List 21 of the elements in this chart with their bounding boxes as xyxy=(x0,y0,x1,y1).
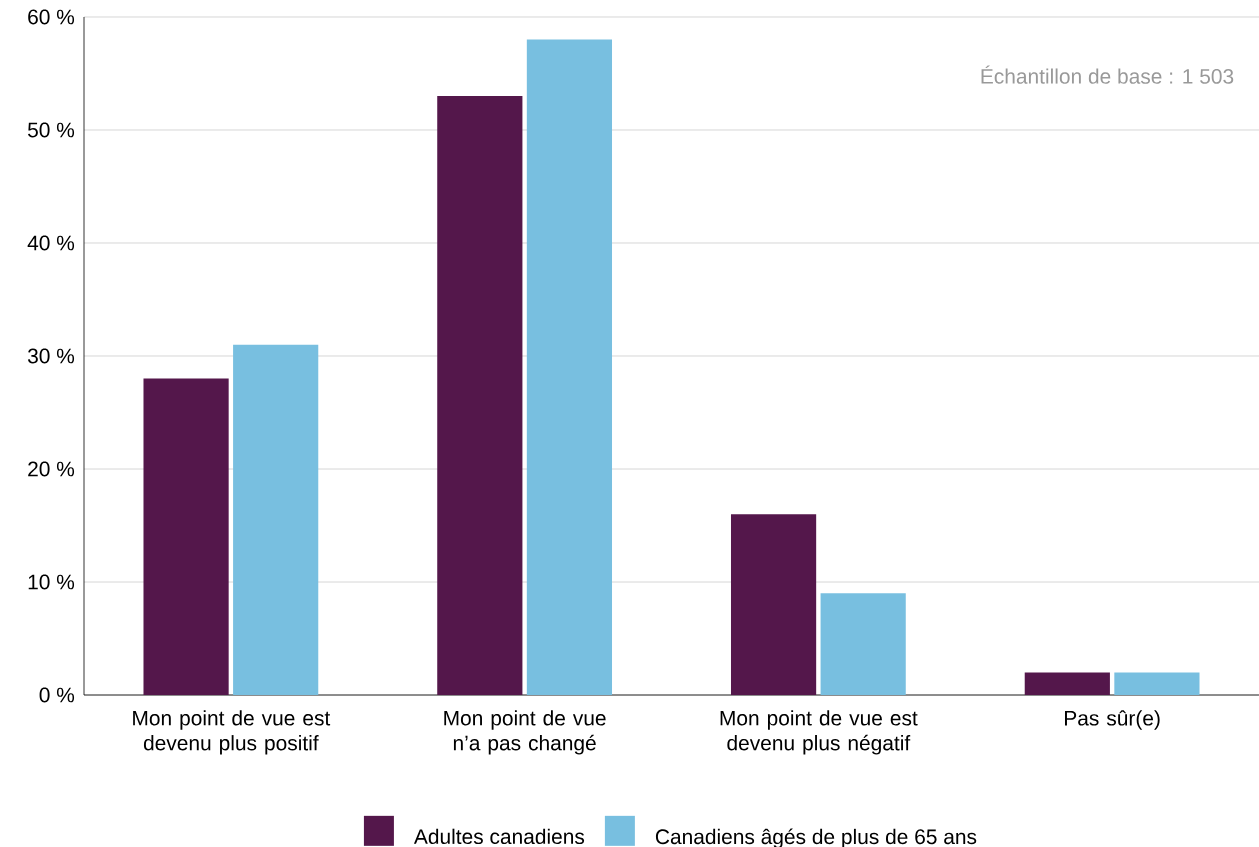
y-tick-label: 30 % xyxy=(27,348,75,364)
x-tick-label: Mon point de vue est devenu plus négatif xyxy=(720,710,918,755)
y-tick-label: 60 % xyxy=(28,9,75,25)
bar xyxy=(730,514,817,695)
y-tick-label: 10 % xyxy=(28,574,75,590)
bar xyxy=(1024,672,1110,695)
x-tick-label: Mon point de vue n’a pas changé xyxy=(444,710,606,755)
x-tick-label: Pas sûr(e) xyxy=(1065,710,1160,730)
bar xyxy=(820,593,906,695)
legend-label: Adultes canadiens xyxy=(413,828,585,845)
y-tick-label: 0 % xyxy=(39,687,75,703)
annotation: Échantillon de base : 1 503 xyxy=(981,65,1234,84)
bar xyxy=(1114,672,1200,695)
bar xyxy=(437,96,523,695)
bar xyxy=(143,378,229,695)
bar xyxy=(233,344,319,695)
x-tick-label: Mon point de vue est devenu plus positif xyxy=(133,710,331,755)
y-tick-label: 40 % xyxy=(27,235,75,251)
y-tick-label: 50 % xyxy=(27,122,75,138)
bar xyxy=(526,39,613,695)
y-tick-label: 20 % xyxy=(28,461,75,477)
